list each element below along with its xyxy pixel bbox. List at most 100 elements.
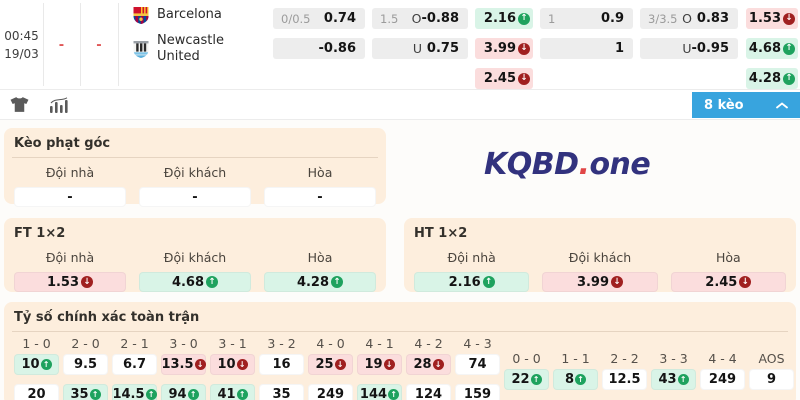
more-odds-button[interactable]: 8 kèo bbox=[692, 92, 800, 118]
score-odds-secondary[interactable]: 35 bbox=[259, 384, 304, 400]
score-odds-primary[interactable]: 12.5 bbox=[602, 369, 647, 390]
score-odds-primary[interactable]: 13.5 bbox=[161, 354, 206, 375]
score-label: AOS bbox=[758, 351, 785, 366]
trend-icon bbox=[783, 12, 795, 25]
score-odds-primary[interactable]: 9 bbox=[749, 369, 794, 390]
trend-icon bbox=[530, 374, 542, 385]
corner-away-odds[interactable]: - bbox=[139, 187, 251, 207]
over-under-letter: O bbox=[682, 11, 692, 26]
odds-cell-1x2-2-home[interactable]: 1.53 bbox=[746, 8, 798, 29]
section-title: Kèo phạt góc bbox=[14, 136, 111, 151]
header-home: Đội nhà bbox=[45, 165, 95, 180]
odds-value: 3.99 bbox=[483, 41, 516, 56]
odds-cell-1x2-2-draw[interactable]: 4.28 bbox=[746, 68, 798, 89]
section-title: HT 1×2 bbox=[414, 226, 468, 241]
odds-value: 4.68 bbox=[171, 274, 205, 290]
score-odds-primary[interactable]: 10 bbox=[210, 354, 255, 375]
divider bbox=[12, 331, 788, 332]
odds-value: 9.5 bbox=[73, 357, 98, 372]
logo-text: one bbox=[589, 147, 651, 182]
score-odds-secondary[interactable]: 20 bbox=[14, 384, 59, 400]
home-team-row[interactable]: Barcelona bbox=[132, 6, 268, 25]
odds-cell-1x2-2-away[interactable]: 4.68 bbox=[746, 38, 798, 59]
score-odds-secondary[interactable]: 94 bbox=[161, 384, 206, 400]
odds-value: 144 bbox=[359, 387, 388, 400]
score-label: 4 - 4 bbox=[708, 351, 737, 366]
score-odds-primary[interactable]: 9.5 bbox=[63, 354, 108, 375]
odds-value: 3.99 bbox=[576, 274, 610, 290]
odds-cell-hdp1-over[interactable]: 0/0.5 0.74 bbox=[273, 8, 365, 29]
score-column: 0 - 0 22 bbox=[502, 351, 551, 400]
corner-draw-odds[interactable]: - bbox=[264, 187, 376, 207]
score-odds-secondary[interactable]: 124 bbox=[406, 384, 451, 400]
score-odds-primary[interactable]: 22 bbox=[504, 369, 549, 390]
trend-icon bbox=[783, 42, 795, 55]
score-odds-primary[interactable]: 25 bbox=[308, 354, 353, 375]
over-under-letter: O bbox=[411, 11, 422, 26]
score-column: 2 - 2 12.5 bbox=[600, 351, 649, 400]
odds-cell-ou1-under[interactable]: U 0.75 bbox=[372, 38, 468, 59]
trend-icon bbox=[388, 389, 400, 400]
goal-line: 3/3.5 bbox=[648, 11, 678, 26]
stats-icon[interactable] bbox=[49, 96, 69, 113]
score-odds-secondary[interactable]: 35 bbox=[63, 384, 108, 400]
handicap-column-2: 1 0.9 1 bbox=[540, 8, 633, 59]
score-label: 4 - 2 bbox=[414, 336, 443, 351]
trend-icon bbox=[81, 276, 94, 288]
header-home: Đội nhà bbox=[447, 250, 496, 265]
score-odds-primary[interactable]: 74 bbox=[455, 354, 500, 375]
jersey-icon[interactable] bbox=[10, 96, 29, 113]
barcelona-crest-icon bbox=[133, 7, 149, 24]
ht-away-odds[interactable]: 3.99 bbox=[542, 272, 658, 292]
trend-icon bbox=[739, 276, 752, 288]
score-odds-primary[interactable]: 16 bbox=[259, 354, 304, 375]
odds-value: 28 bbox=[413, 357, 432, 372]
section-title: Tỷ số chính xác toàn trận bbox=[14, 310, 200, 325]
ft-away-odds[interactable]: 4.68 bbox=[139, 272, 251, 292]
odds-cell-ou1-over[interactable]: 1.5 O -0.88 bbox=[372, 8, 468, 29]
trend-icon bbox=[145, 389, 157, 400]
odds-cell-ou2-over[interactable]: 3/3.5 O 0.83 bbox=[640, 8, 738, 29]
odds-value: 2.16 bbox=[483, 11, 516, 26]
away-team-name: Newcastle United bbox=[157, 33, 224, 65]
ft-1x2-card: FT 1×2 Đội nhà Đội khách Hòa 1.53 4.68 4… bbox=[4, 218, 386, 292]
odds-cell-1x2-1-draw[interactable]: 2.45 bbox=[475, 68, 533, 89]
odds-value: 43 bbox=[658, 372, 677, 387]
trend-icon bbox=[236, 359, 248, 370]
score-odds-secondary[interactable]: 14.5 bbox=[112, 384, 157, 400]
odds-cell-1x2-1-away[interactable]: 3.99 bbox=[475, 38, 533, 59]
score-odds-secondary[interactable]: 159 bbox=[455, 384, 500, 400]
score-label: 2 - 1 bbox=[120, 336, 149, 351]
odds-value: 19 bbox=[364, 357, 383, 372]
score-odds-primary[interactable]: 28 bbox=[406, 354, 451, 375]
score-column: 3 - 3 43 bbox=[649, 351, 698, 400]
trend-icon bbox=[518, 72, 530, 85]
trend-icon bbox=[236, 389, 248, 400]
ft-home-odds[interactable]: 1.53 bbox=[14, 272, 126, 292]
score-odds-primary[interactable]: 6.7 bbox=[112, 354, 157, 375]
score-odds-secondary[interactable]: 144 bbox=[357, 384, 402, 400]
odds-value: -0.95 bbox=[691, 41, 729, 56]
odds-cell-hdp1-under[interactable]: -0.86 bbox=[273, 38, 365, 59]
odds-value: 25 bbox=[315, 357, 334, 372]
score-odds-primary[interactable]: 10 bbox=[14, 354, 59, 375]
ft-draw-odds[interactable]: 4.28 bbox=[264, 272, 376, 292]
score-odds-secondary[interactable]: 249 bbox=[308, 384, 353, 400]
odds-cell-hdp2-over[interactable]: 1 0.9 bbox=[540, 8, 633, 29]
score-odds-secondary[interactable]: 41 bbox=[210, 384, 255, 400]
score-odds-primary[interactable]: 43 bbox=[651, 369, 696, 390]
odds-cell-hdp2-under[interactable]: 1 bbox=[540, 38, 633, 59]
odds-cell-ou2-under[interactable]: U -0.95 bbox=[640, 38, 738, 59]
score-label: 0 - 0 bbox=[512, 351, 541, 366]
score-label: 2 - 0 bbox=[71, 336, 100, 351]
ht-draw-odds[interactable]: 2.45 bbox=[670, 272, 786, 292]
divider bbox=[118, 3, 119, 86]
ht-home-odds[interactable]: 2.16 bbox=[414, 272, 530, 292]
score-odds-primary[interactable]: 8 bbox=[553, 369, 598, 390]
odds-cell-1x2-1-home[interactable]: 2.16 bbox=[475, 8, 533, 29]
score-column: AOS 9 bbox=[747, 351, 796, 400]
score-odds-primary[interactable]: 19 bbox=[357, 354, 402, 375]
away-team-row[interactable]: Newcastle United bbox=[132, 33, 268, 66]
score-odds-primary[interactable]: 249 bbox=[700, 369, 745, 390]
corner-home-odds[interactable]: - bbox=[14, 187, 126, 207]
